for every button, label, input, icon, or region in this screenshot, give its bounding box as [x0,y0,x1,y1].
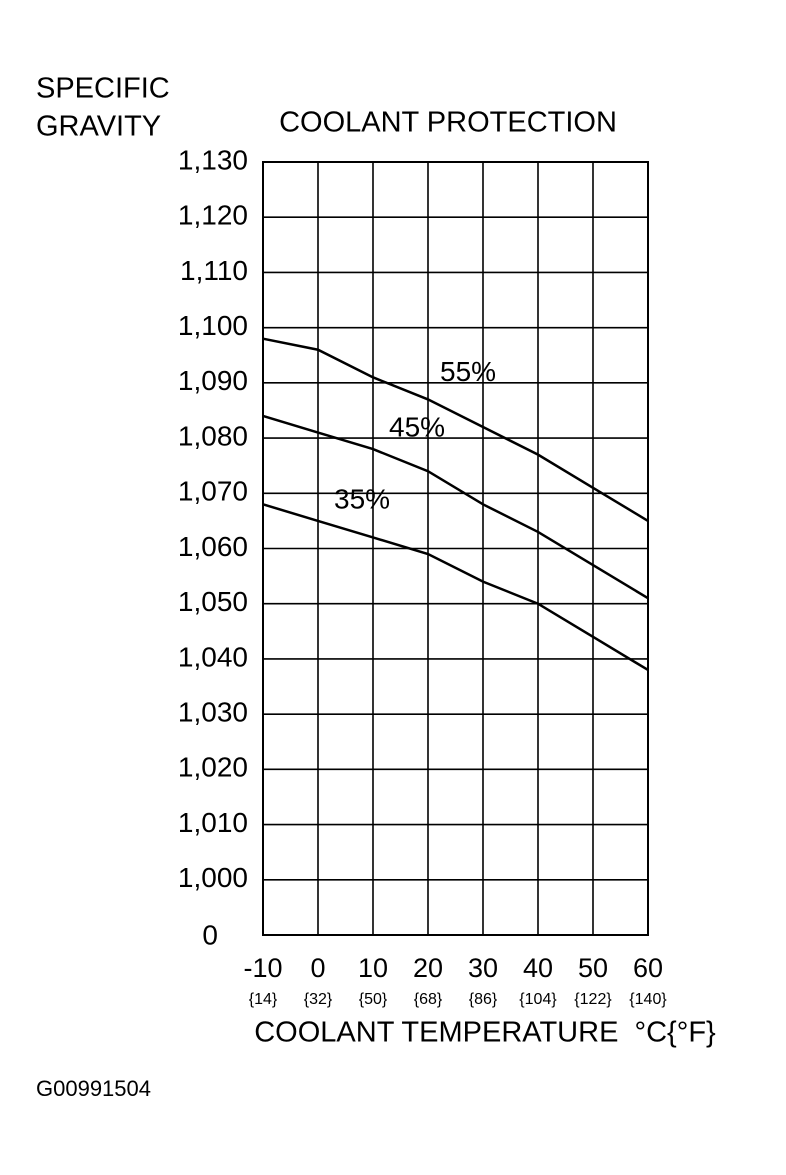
data-line [262,414,649,600]
y-tick-label: 1,080 [178,420,248,451]
y-tick-label: 1,130 [178,144,248,175]
y-tick-label: 1,040 [178,641,248,672]
x-tick-label: 50 [578,953,608,983]
x-tick-label: 40 [523,953,553,983]
y-tick-label: 1,060 [178,531,248,562]
figure-id: G00991504 [36,1076,151,1101]
x-sublabel: {86} [469,991,498,1008]
x-sublabel: {122} [574,991,612,1008]
x-sublabel: {50} [359,991,388,1008]
series-label: 35% [334,483,390,514]
x-tick-label: 10 [358,953,388,983]
series-label: 55% [440,356,496,387]
y-tick-label: 1,100 [178,310,248,341]
x-sublabel: {104} [519,991,557,1008]
chart-title: COOLANT PROTECTION [279,107,617,139]
x-axis-label: COOLANT TEMPERATURE °C{°F} [254,1017,716,1049]
x-sublabel: {32} [304,991,333,1008]
data-line [262,337,649,522]
x-tick-label: 60 [633,953,663,983]
y-tick-label: 1,050 [178,586,248,617]
y-tick-label: 1,000 [178,862,248,893]
x-sublabel: {140} [629,991,667,1008]
series-label: 45% [389,412,445,443]
data-line [262,503,649,672]
x-sublabel: {14} [249,991,278,1008]
y-tick-label: 1,030 [178,697,248,728]
x-tick-label: 30 [468,953,498,983]
y-tick-label: 1,090 [178,365,248,396]
y-tick-label: 1,010 [178,807,248,838]
y-axis-label: GRAVITY [36,111,161,143]
y-tick-label: 1,110 [180,255,248,286]
x-tick-label: -10 [243,953,282,983]
x-tick-label: 0 [310,953,325,983]
y-tick-label: 1,020 [178,752,248,783]
y-tick-label: 1,120 [178,200,248,231]
y-axis-label: SPECIFIC [36,73,170,105]
y-tick-label: 1,070 [178,476,248,507]
x-tick-label: 20 [413,953,443,983]
y-origin-label: 0 [202,919,218,950]
x-sublabel: {68} [414,991,443,1008]
